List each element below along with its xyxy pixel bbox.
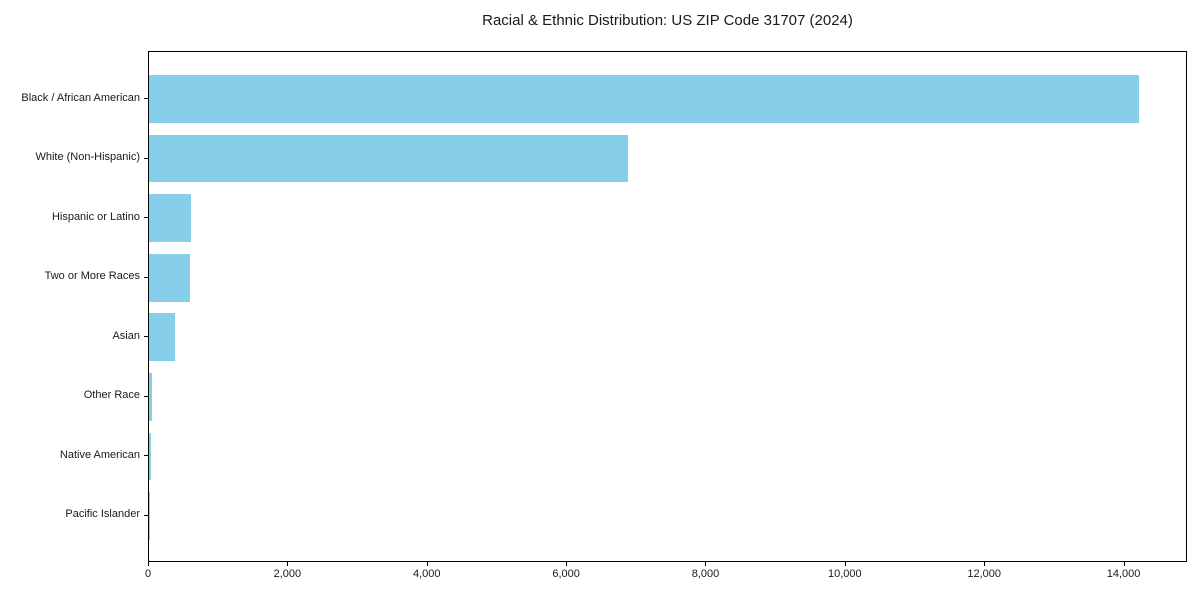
x-tick-mark — [287, 562, 289, 566]
bar-hispanic-or-latino — [149, 194, 191, 242]
x-tick-label: 10,000 — [828, 568, 862, 580]
x-tick-mark — [984, 562, 986, 566]
y-tick-mark — [144, 455, 148, 457]
bar-black-african-american — [149, 75, 1139, 123]
x-tick-mark — [148, 562, 149, 566]
bar-other-race — [149, 373, 153, 421]
x-tick-label: 4,000 — [412, 568, 441, 580]
x-tick-mark — [1123, 562, 1125, 566]
x-tick-label: 14,000 — [1106, 568, 1141, 580]
chart-title: Racial & Ethnic Distribution: US ZIP Cod… — [482, 12, 853, 29]
bar-pacific-islander — [149, 492, 150, 540]
y-tick-mark — [144, 98, 148, 100]
x-tick-label: 12,000 — [967, 568, 1002, 580]
y-tick-mark — [144, 514, 148, 516]
x-tick-mark — [566, 562, 568, 566]
x-tick-mark — [426, 562, 428, 566]
y-tick-label: Hispanic or Latino — [51, 210, 140, 223]
x-tick-mark — [844, 562, 846, 566]
x-tick-mark — [705, 562, 707, 566]
x-tick-label: 6,000 — [552, 568, 580, 580]
bar-native-american — [149, 432, 152, 481]
bar-asian — [149, 313, 176, 362]
y-tick-mark — [144, 336, 148, 338]
y-tick-label: Other Race — [83, 389, 140, 402]
y-tick-label: Asian — [112, 329, 140, 342]
x-tick-label: 0 — [144, 568, 152, 580]
y-tick-mark — [144, 157, 148, 159]
y-tick-label: Two or More Races — [44, 270, 140, 283]
y-tick-mark — [144, 217, 148, 219]
x-tick-label: 2,000 — [273, 568, 302, 580]
bar-two-or-more-races — [149, 253, 191, 302]
bar-white-non-hispanic — [149, 134, 629, 183]
y-tick-mark — [144, 395, 148, 397]
y-tick-label: Pacific Islander — [65, 508, 140, 521]
y-tick-label: White (Non-Hispanic) — [35, 151, 140, 164]
y-tick-label: Native American — [59, 448, 140, 461]
y-tick-mark — [144, 276, 148, 278]
x-tick-label: 8,000 — [691, 568, 720, 580]
y-tick-label: Black / African American — [21, 91, 140, 104]
plot-area — [148, 51, 1187, 562]
